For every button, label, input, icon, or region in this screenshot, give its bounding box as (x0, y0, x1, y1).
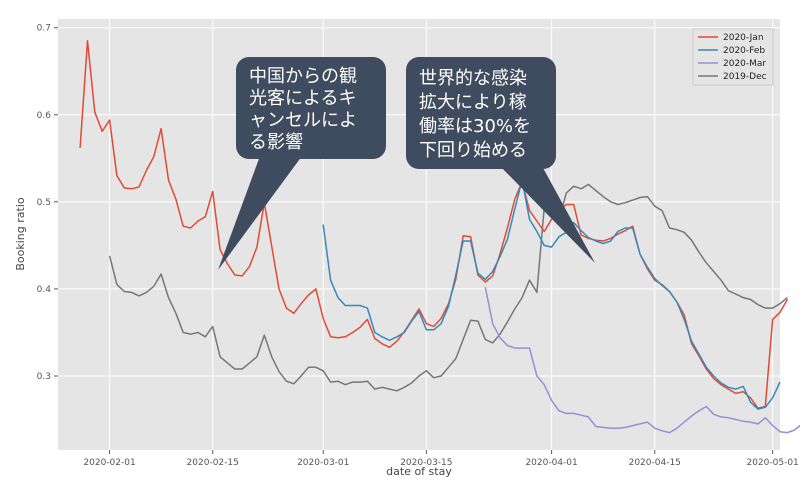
y-tick-label: 0.6 (37, 111, 52, 121)
series-line-2020-Mar (484, 287, 800, 434)
y-tick-label: 0.5 (37, 198, 51, 208)
series-layer (79, 40, 800, 434)
y-tick-label: 0.3 (37, 372, 51, 382)
callout-china-line-4: る影響 (249, 132, 303, 153)
legend: 2020-Jan 2020-Feb 2020-Mar 2019-Dec (692, 28, 774, 86)
legend-entry: 2019-Dec (723, 72, 767, 82)
callout-china-box (236, 57, 386, 159)
callout-china-tail (218, 156, 302, 270)
callout-global-line-2: 拡大により稼 (419, 92, 527, 113)
callout-global-line-3: 働率は30%を (419, 116, 531, 137)
y-tick-label: 0.7 (37, 24, 51, 34)
x-axis-label: date of stay (386, 465, 452, 478)
y-axis-label: Booking ratio (14, 197, 27, 271)
callout-global-tail (500, 166, 595, 263)
legend-entry: 2020-Jan (723, 33, 764, 43)
x-tick-label: 2020-05-01 (746, 458, 798, 468)
callout-china-line-1: 中国からの観 (249, 66, 357, 87)
series-line-2019-Dec (108, 183, 788, 392)
x-tick-label: 2020-04-15 (629, 458, 681, 468)
x-tick-label: 2020-04-01 (525, 458, 577, 468)
y-tick-label: 0.4 (37, 285, 52, 295)
x-axis-ticks: 2020-02-01 2020-02-15 2020-03-01 2020-03-15… (83, 450, 799, 468)
callout-global-line-1: 世界的な感染 (419, 68, 527, 89)
callout-global-line-4: 下回り始める (419, 140, 527, 161)
callout-global-spread: 世界的な感染 拡大により稼 働率は30%を 下回り始める (406, 57, 595, 263)
y-axis-ticks: 0.3 0.4 0.5 0.6 0.7 (37, 24, 58, 382)
series-line-2020-Feb (322, 179, 781, 410)
x-tick-label: 2020-03-01 (297, 458, 349, 468)
legend-entry: 2020-Mar (723, 59, 766, 69)
callout-china-line-3: ャンセルによ (249, 110, 357, 131)
x-tick-label: 2020-03-15 (400, 458, 452, 468)
x-tick-label: 2020-02-15 (187, 458, 239, 468)
callout-china-cancellations: 中国からの観 光客によるキ ャンセルによ る影響 (218, 57, 386, 270)
callout-china-line-2: 光客によるキ (249, 88, 356, 109)
legend-entry: 2020-Feb (723, 46, 765, 56)
callout-global-box (406, 57, 556, 169)
x-tick-label: 2020-02-01 (83, 458, 135, 468)
